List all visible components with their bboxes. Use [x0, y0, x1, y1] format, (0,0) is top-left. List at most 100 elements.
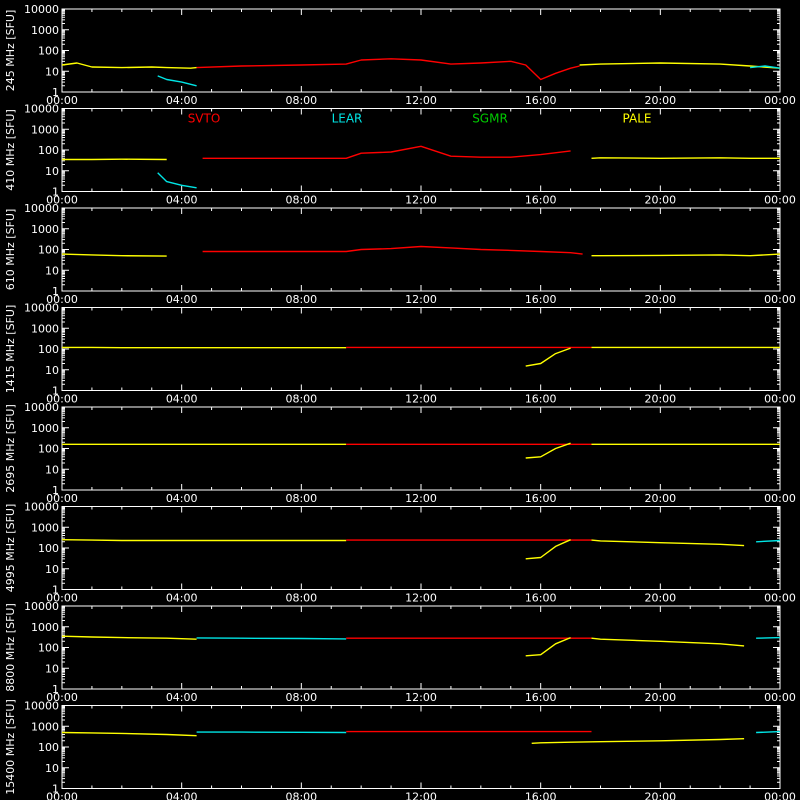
x-tick-label: 16:00: [525, 592, 557, 605]
y-tick-label: 100: [38, 343, 59, 356]
series-line-pale: [61, 62, 197, 69]
y-tick-label: 1000: [31, 521, 59, 534]
x-tick-label: 00:00: [764, 592, 796, 605]
x-tick-label: 08:00: [285, 393, 317, 406]
x-tick-label: 00:00: [46, 691, 78, 704]
y-tick-label: 100: [38, 144, 59, 157]
x-tick-label: 00:00: [46, 393, 78, 406]
x-tick-label: 00:00: [46, 592, 78, 605]
y-tick-label: 10000: [24, 202, 59, 215]
y-tick-label: 100: [38, 642, 59, 655]
y-tick-label: 10: [45, 65, 59, 78]
x-tick-label: 20:00: [644, 94, 676, 107]
y-tick-label: 1: [52, 186, 59, 199]
x-tick-label: 00:00: [46, 492, 78, 505]
y-axis-label: 245 MHz [SFU]: [4, 10, 17, 91]
x-tick-label: 20:00: [644, 691, 676, 704]
x-tick-label: 16:00: [525, 194, 557, 207]
x-tick-label: 00:00: [46, 293, 78, 306]
x-tick-label: 12:00: [405, 592, 437, 605]
x-tick-label: 00:00: [764, 94, 796, 107]
plot-frame: [61, 605, 781, 690]
y-tick-label: 10: [45, 662, 59, 675]
plot-frame: [61, 406, 781, 491]
series-line-pale: [591, 539, 745, 547]
x-tick-label: 04:00: [166, 791, 198, 800]
chart-panel: 1 10 100 1000 10000 00:00 04:00 08:00 12:00 16:00…: [4, 501, 796, 605]
series-line-svto: [202, 245, 583, 255]
y-tick-label: 1000: [31, 422, 59, 435]
x-tick-label: 16:00: [525, 492, 557, 505]
x-tick-label: 08:00: [285, 94, 317, 107]
x-tick-label: 00:00: [764, 791, 796, 800]
series-line-pale: [525, 347, 571, 367]
y-tick-label: 100: [38, 542, 59, 555]
y-tick-label: 10: [45, 264, 59, 277]
x-tick-label: 12:00: [405, 194, 437, 207]
x-tick-label: 08:00: [285, 791, 317, 800]
y-tick-label: 10000: [24, 3, 59, 16]
x-tick-label: 16:00: [525, 691, 557, 704]
series-line-lear: [756, 730, 781, 734]
y-tick-label: 1: [52, 484, 59, 497]
y-tick-label: 1000: [31, 223, 59, 236]
x-tick-label: 20:00: [644, 592, 676, 605]
y-tick-label: 10000: [24, 103, 59, 116]
y-tick-label: 10: [45, 762, 59, 775]
y-tick-label: 10000: [24, 302, 59, 315]
x-tick-label: 12:00: [405, 791, 437, 800]
x-tick-label: 12:00: [405, 393, 437, 406]
y-tick-label: 10000: [24, 600, 59, 613]
y-tick-label: 10000: [24, 401, 59, 414]
series-line-pale: [531, 738, 745, 744]
series-line-pale: [579, 62, 781, 69]
y-tick-label: 1000: [31, 24, 59, 37]
x-tick-label: 00:00: [764, 691, 796, 704]
series-line-pale: [525, 636, 571, 657]
y-tick-label: 1: [52, 783, 59, 796]
x-tick-label: 04:00: [166, 691, 198, 704]
chart-panel: 1 10 100 1000 10000 00:00 04:00 08:00 12:00 16:00…: [4, 3, 796, 107]
chart-panel: 1 10 100 1000 10000 00:00 04:00 08:00 12:00 16:00…: [4, 302, 796, 406]
plot-frame: [61, 108, 781, 192]
y-tick-label: 10: [45, 364, 59, 377]
series-line-pale: [61, 635, 197, 640]
x-tick-label: 00:00: [46, 194, 78, 207]
y-tick-label: 1: [52, 385, 59, 398]
y-axis-label: 4995 MHz [SFU]: [4, 504, 17, 592]
y-tick-label: 100: [38, 45, 59, 58]
x-tick-label: 16:00: [525, 791, 557, 800]
chart-panel: 1 10 100 1000 10000 00:00 04:00 08:00 12:00 16:00…: [4, 699, 796, 800]
y-tick-label: 100: [38, 741, 59, 754]
x-tick-label: 00:00: [764, 393, 796, 406]
plot-frame: [61, 506, 781, 590]
x-tick-label: 20:00: [644, 393, 676, 406]
x-tick-label: 00:00: [764, 194, 796, 207]
y-tick-label: 1000: [31, 322, 59, 335]
y-tick-label: 10000: [24, 501, 59, 514]
plot-frame: [61, 207, 781, 292]
x-tick-label: 12:00: [405, 691, 437, 704]
series-line-lear: [157, 75, 197, 87]
y-axis-label: 8800 MHz [SFU]: [4, 603, 17, 691]
series-line-pale: [61, 253, 167, 257]
y-tick-label: 10: [45, 563, 59, 576]
chart-panel: 1 10 100 1000 10000 00:00 04:00 08:00 12:00 16:00…: [4, 401, 796, 505]
x-tick-label: 04:00: [166, 194, 198, 207]
x-tick-label: 16:00: [525, 393, 557, 406]
x-tick-label: 20:00: [644, 492, 676, 505]
x-tick-label: 16:00: [525, 293, 557, 306]
series-line-pale: [591, 637, 745, 647]
x-tick-label: 12:00: [405, 492, 437, 505]
y-axis-label: 2695 MHz [SFU]: [4, 404, 17, 492]
x-tick-label: 08:00: [285, 492, 317, 505]
x-tick-label: 08:00: [285, 592, 317, 605]
x-tick-label: 00:00: [764, 293, 796, 306]
y-tick-label: 100: [38, 244, 59, 257]
series-line-svto: [196, 58, 580, 81]
plot-frame: [61, 705, 781, 789]
y-tick-label: 1: [52, 86, 59, 99]
y-tick-label: 10: [45, 463, 59, 476]
series-line-pale: [591, 157, 780, 160]
